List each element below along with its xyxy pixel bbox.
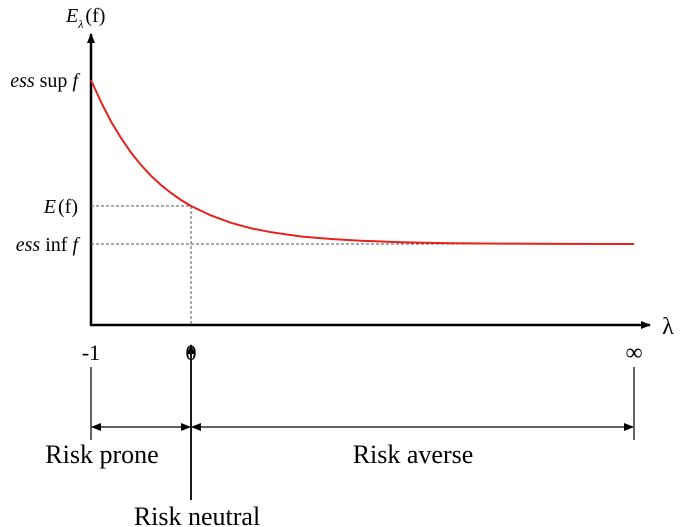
y-axis-label: Eλ (f) — [65, 5, 105, 31]
x-tick-label: -1 — [82, 340, 100, 365]
x-axis-label: λ — [662, 314, 674, 340]
label-part: ess — [16, 234, 41, 256]
label-part: sup — [40, 70, 68, 92]
label-part: λ — [77, 17, 83, 31]
curve — [90, 79, 635, 245]
label-part: f — [72, 234, 80, 256]
label-part: (f) — [85, 5, 105, 27]
level-label: ess inf f — [16, 234, 81, 256]
label-part: ess — [10, 70, 35, 92]
x-tick-label: ∞ — [625, 340, 642, 366]
region-label: Risk prone — [45, 440, 158, 469]
region-label: Risk neutral — [134, 502, 260, 527]
label-part: (f) — [58, 196, 78, 218]
region-label: Risk averse — [353, 440, 474, 469]
label-part: E — [65, 5, 78, 27]
level-label: E (f) — [43, 196, 78, 218]
level-label: ess sup f — [10, 70, 80, 92]
label-part: f — [72, 70, 80, 92]
label-part: inf — [45, 234, 68, 256]
label-part: E — [43, 196, 56, 218]
